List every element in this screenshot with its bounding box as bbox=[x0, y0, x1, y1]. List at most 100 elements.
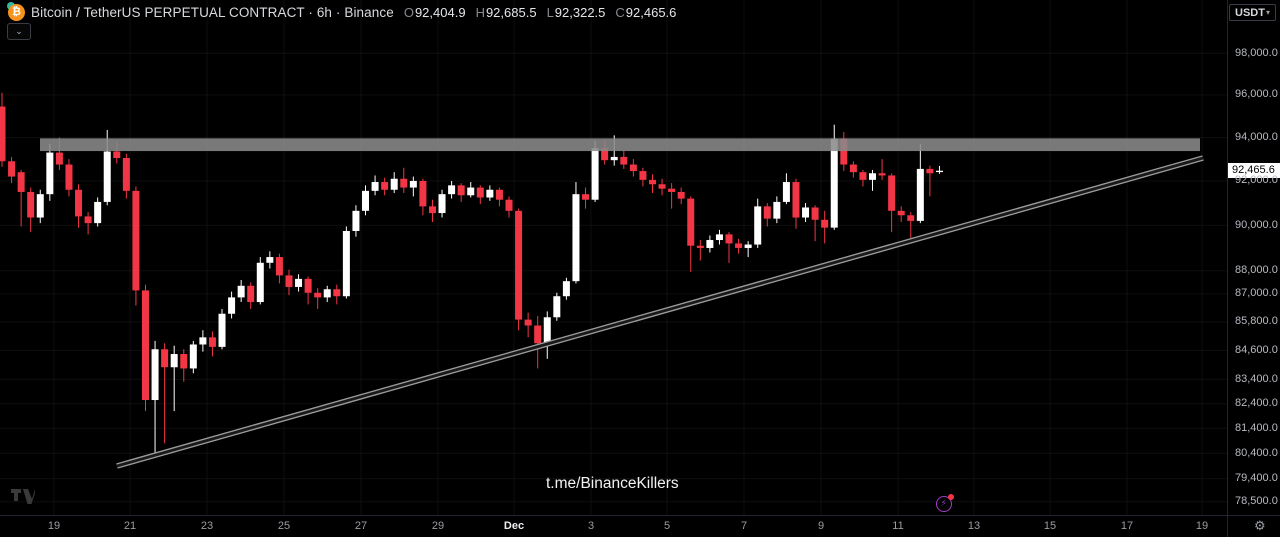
candle bbox=[208, 331, 216, 357]
price-axis-label: 85,800.0 bbox=[1235, 315, 1278, 328]
candle bbox=[400, 167, 408, 194]
price-axis-label: 84,600.0 bbox=[1235, 343, 1278, 356]
candle bbox=[515, 208, 523, 331]
candle bbox=[553, 292, 561, 321]
candle bbox=[141, 284, 149, 412]
time-axis-label: 27 bbox=[354, 520, 368, 532]
candle bbox=[36, 189, 44, 224]
price-axis-label: 98,000.0 bbox=[1235, 46, 1278, 59]
time-axis-label: 25 bbox=[277, 520, 291, 532]
candle bbox=[773, 196, 781, 224]
time-axis-label: 3 bbox=[587, 520, 595, 532]
gear-icon[interactable]: ⚙ bbox=[1254, 518, 1266, 533]
currency-dropdown[interactable]: USDT ▾ bbox=[1229, 4, 1276, 21]
candlestick-chart[interactable] bbox=[0, 0, 1227, 515]
high-value: 92,685.5 bbox=[485, 5, 537, 20]
candle bbox=[668, 183, 676, 209]
candle bbox=[562, 277, 570, 300]
candle bbox=[782, 173, 790, 205]
chevron-down-icon: ▾ bbox=[1265, 8, 1270, 17]
time-axis-label: 17 bbox=[1120, 520, 1134, 532]
time-axis[interactable]: 19 21 23 25 27 29 Dec 3 5 7 9 11 13 15 17 19 bbox=[0, 515, 1227, 537]
price-axis-label: 87,000.0 bbox=[1235, 287, 1278, 300]
chevron-down-icon[interactable]: ⌄ bbox=[7, 23, 31, 40]
price-axis-label: 79,400.0 bbox=[1235, 472, 1278, 485]
candle bbox=[821, 210, 829, 244]
candle bbox=[505, 196, 513, 218]
axis-corner: ⚙ bbox=[1227, 515, 1280, 537]
candle bbox=[237, 280, 245, 303]
close-label: C bbox=[615, 5, 625, 20]
candle bbox=[582, 187, 590, 209]
time-axis-label: 9 bbox=[817, 520, 825, 532]
candle bbox=[677, 187, 685, 205]
currency-label: USDT bbox=[1235, 6, 1265, 19]
candle bbox=[543, 311, 551, 359]
candle bbox=[170, 345, 178, 412]
candle bbox=[926, 165, 934, 197]
candle bbox=[75, 184, 83, 228]
low-label: L bbox=[546, 5, 554, 20]
candle bbox=[295, 274, 303, 292]
price-axis-label: 90,000.0 bbox=[1235, 218, 1278, 231]
candle bbox=[859, 169, 867, 187]
candle bbox=[897, 206, 905, 223]
price-axis-label: 81,400.0 bbox=[1235, 421, 1278, 434]
candle bbox=[342, 226, 350, 299]
candle bbox=[180, 349, 188, 382]
resistance-zone[interactable] bbox=[40, 138, 1200, 152]
candle bbox=[696, 240, 704, 261]
candle bbox=[352, 205, 360, 237]
candle bbox=[811, 205, 819, 242]
candle bbox=[247, 282, 255, 310]
candle bbox=[8, 156, 16, 184]
candle bbox=[266, 251, 274, 269]
candle bbox=[802, 203, 810, 223]
price-axis-label: 83,400.0 bbox=[1235, 372, 1278, 385]
high-label: H bbox=[475, 5, 485, 20]
candle bbox=[849, 161, 857, 178]
time-axis-label: 21 bbox=[123, 520, 137, 532]
watermark-text: t.me/BinanceKillers bbox=[546, 475, 679, 492]
candle bbox=[534, 316, 542, 369]
candle bbox=[457, 183, 465, 202]
candle bbox=[132, 186, 140, 306]
candle bbox=[888, 173, 896, 233]
candle bbox=[218, 309, 226, 350]
events-alert-icon[interactable]: ⚡ bbox=[936, 494, 954, 513]
open-value: 92,404.9 bbox=[414, 5, 466, 20]
candle bbox=[715, 229, 723, 245]
candle bbox=[792, 178, 800, 229]
candle bbox=[94, 197, 102, 227]
bitcoin-logo-icon: ₿ bbox=[7, 2, 25, 21]
candle bbox=[151, 340, 159, 456]
candle bbox=[648, 174, 656, 194]
candle bbox=[916, 143, 924, 224]
price-axis[interactable]: 92,465.6 98,000.0 96,000.0 94,000.0 92,000.… bbox=[1227, 0, 1280, 515]
candle bbox=[362, 185, 370, 216]
candle bbox=[323, 285, 331, 303]
candle bbox=[495, 187, 503, 207]
current-price-tag: 92,465.6 bbox=[1228, 163, 1280, 179]
symbol-title[interactable]: Bitcoin / TetherUS PERPETUAL CONTRACT · … bbox=[31, 5, 394, 20]
time-axis-label: 19 bbox=[47, 520, 61, 532]
candle bbox=[46, 143, 54, 201]
time-axis-label: 11 bbox=[892, 520, 904, 532]
candle bbox=[314, 288, 322, 310]
open-label: O bbox=[403, 5, 414, 20]
time-axis-label: 15 bbox=[1043, 520, 1057, 532]
candle bbox=[419, 178, 427, 216]
candle bbox=[285, 269, 293, 296]
tradingview-logo-icon[interactable] bbox=[11, 489, 35, 509]
candle bbox=[735, 238, 743, 254]
candle bbox=[467, 182, 475, 198]
time-axis-label: 29 bbox=[431, 520, 445, 532]
candle bbox=[754, 198, 762, 248]
candle bbox=[304, 276, 312, 305]
candle bbox=[744, 241, 752, 258]
lightning-icon: ⚡ bbox=[940, 498, 947, 508]
price-axis-label: 92,000.0 bbox=[1235, 174, 1278, 187]
candle bbox=[639, 167, 647, 187]
candle bbox=[706, 235, 714, 253]
